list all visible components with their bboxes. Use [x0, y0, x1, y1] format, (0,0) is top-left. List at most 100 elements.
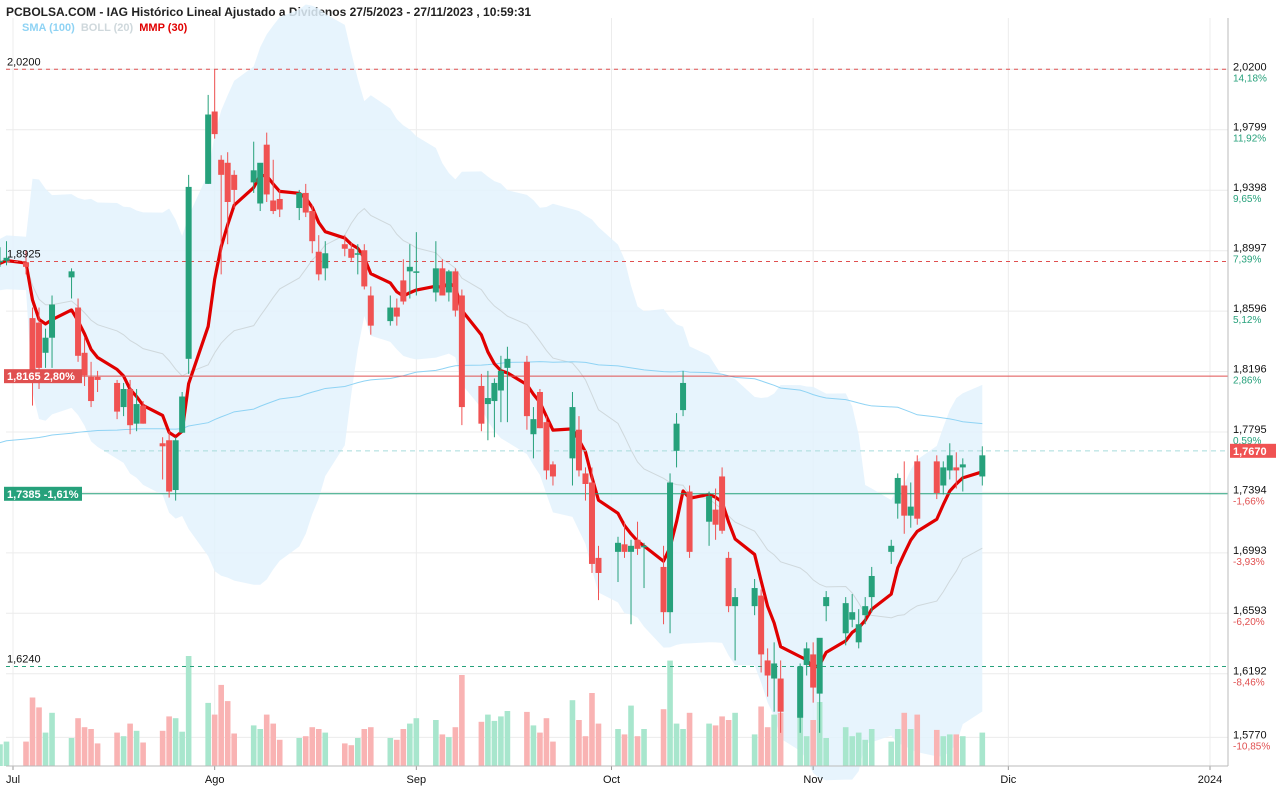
volume-bar — [771, 714, 777, 766]
volume-bar — [296, 738, 303, 766]
volume-bar — [81, 727, 88, 766]
x-tick-label: Sep — [407, 774, 427, 786]
x-tick-label: 2024 — [1198, 774, 1222, 786]
volume-bar — [550, 741, 556, 766]
volume-bar — [712, 725, 719, 766]
candle-body — [263, 144, 270, 195]
candle-body — [940, 467, 947, 486]
volume-bar — [634, 736, 641, 766]
volume-bar — [400, 729, 407, 766]
candle-body — [901, 485, 908, 516]
candle-body — [172, 440, 179, 491]
candle-body — [458, 295, 465, 408]
volume-bar — [504, 711, 511, 766]
y-tick-price: 1,9799 — [1233, 122, 1267, 134]
y-tick-price: 1,6993 — [1233, 545, 1267, 557]
volume-bar — [842, 727, 849, 766]
y-tick-pct: 5,12% — [1233, 315, 1261, 326]
candle-body — [315, 251, 322, 275]
volume-bar — [88, 729, 94, 766]
candle-body — [387, 307, 394, 322]
volume-bar — [127, 723, 133, 766]
x-tick-label: Dic — [1000, 774, 1016, 786]
candle-body — [732, 597, 739, 607]
candle-body — [842, 603, 849, 634]
volume-bar — [172, 718, 179, 766]
volume-bar — [933, 729, 940, 766]
candle-body — [354, 253, 361, 255]
volume-bar — [673, 723, 680, 766]
candle-body — [673, 423, 680, 451]
candle-body — [764, 660, 771, 676]
volume-bar — [628, 705, 634, 766]
candle-body — [621, 544, 628, 552]
volume-bar — [621, 734, 628, 766]
candle-body — [569, 407, 576, 459]
candle-body — [114, 382, 121, 412]
y-tick-pct: 0,59% — [1233, 436, 1261, 447]
candle-body — [81, 352, 88, 376]
reference-lines — [6, 68, 1228, 667]
bollinger-fill — [0, 4, 983, 781]
candle-body — [777, 678, 784, 712]
candle-body — [341, 244, 348, 249]
volume-bar — [901, 712, 908, 766]
candle-body — [497, 370, 504, 391]
candle-body — [595, 557, 602, 573]
y-tick-pct: 2,86% — [1233, 375, 1261, 386]
volume-bar — [914, 714, 921, 766]
candle-body — [894, 477, 901, 504]
volume-bar — [855, 732, 862, 766]
volume-bar — [140, 742, 146, 766]
candle-body — [302, 192, 309, 213]
volume-bar — [582, 736, 589, 766]
candle-body — [127, 388, 134, 426]
candle-body — [400, 280, 407, 302]
candle-body — [719, 476, 726, 531]
y-tick-price: 1,7795 — [1233, 424, 1267, 436]
candle-body — [491, 382, 498, 402]
candle-body — [504, 358, 511, 368]
candle-body — [868, 575, 875, 598]
volume-bar — [452, 727, 459, 766]
y-tick-pct: 7,39% — [1233, 255, 1261, 266]
candle-body — [933, 461, 940, 494]
candle-body — [224, 162, 231, 202]
volume-bar — [0, 744, 3, 766]
x-tick-label: Ago — [205, 774, 225, 786]
volume-bar — [719, 716, 725, 766]
volume-bar — [3, 741, 10, 766]
candle-body — [205, 114, 212, 184]
volume-bar — [777, 712, 784, 766]
volume-bar — [75, 718, 81, 766]
volume-bar — [309, 727, 316, 766]
y-tick-price: 1,8596 — [1233, 303, 1267, 315]
candle-body — [849, 612, 856, 620]
volume-bar — [36, 707, 42, 766]
volume-bar — [263, 714, 270, 766]
candle-body — [49, 304, 56, 338]
volume-bar — [29, 697, 36, 766]
volume-bar — [49, 712, 55, 766]
volume-bar — [751, 734, 758, 766]
y-tick-price: 1,6192 — [1233, 666, 1267, 678]
volume-bar — [185, 656, 192, 766]
y-tick-pct: -1,66% — [1233, 496, 1265, 507]
candle-body — [393, 307, 400, 317]
candle-body — [166, 440, 173, 492]
volume-bar — [595, 723, 602, 766]
reference-line-label: 1,8925 — [7, 249, 41, 261]
volume-bar — [862, 739, 869, 766]
volume-bar — [224, 701, 231, 766]
volume-bar — [686, 712, 693, 766]
volume-bar — [478, 721, 485, 766]
candle-body — [536, 392, 543, 429]
indicator-legend: SMA (100) BOLL (20) MMP (30) — [22, 22, 190, 34]
volume-bar — [446, 737, 452, 766]
volume-bar — [868, 729, 875, 766]
volume-bar — [459, 675, 465, 766]
candle-body — [309, 211, 316, 242]
candle-body — [322, 253, 329, 269]
x-tick-label: Jul — [6, 774, 20, 786]
